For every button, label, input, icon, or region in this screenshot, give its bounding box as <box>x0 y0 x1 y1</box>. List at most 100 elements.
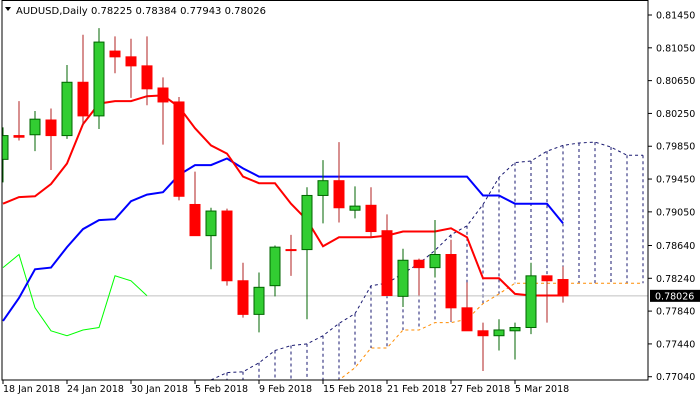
price-tick-label: 0.77840 <box>656 307 695 318</box>
bullish-candle-body <box>301 194 313 251</box>
price-tick-label: 0.79050 <box>656 207 695 218</box>
time-axis[interactable]: 18 Jan 2018 24 Jan 2018 30 Jan 2018 5 Feb 2… <box>2 380 569 395</box>
candle <box>2 127 9 183</box>
bearish-candle-body <box>445 254 457 309</box>
candle <box>253 272 265 333</box>
candle <box>237 262 249 318</box>
tenkan-sen-line <box>2 94 563 297</box>
price-tick-label: 0.79850 <box>656 142 695 153</box>
date-tick-label: 18 Jan 2018 <box>3 384 60 395</box>
candle <box>61 65 73 139</box>
candle <box>269 245 281 297</box>
bearish-candle-body <box>413 259 425 269</box>
date-tick-label: 21 Feb 2018 <box>387 384 446 395</box>
bearish-candle-body <box>237 280 249 315</box>
candle <box>317 160 329 224</box>
bullish-candle-body <box>29 118 41 136</box>
ichimoku-cloud <box>226 142 644 380</box>
triangle-down-icon[interactable] <box>5 7 11 11</box>
price-tick-label: 0.81450 <box>656 11 695 22</box>
bearish-candle-body <box>557 279 569 297</box>
price-tick-label: 0.80250 <box>656 109 695 120</box>
candle <box>93 28 105 130</box>
chart-header: AUDUSD,Daily 0.78225 0.78384 0.77943 0.7… <box>5 6 266 17</box>
candle <box>141 36 153 106</box>
candle <box>301 187 313 320</box>
bearish-candle-body <box>285 249 297 252</box>
candle <box>461 282 473 332</box>
current-price-label: 0.78026 <box>655 291 694 302</box>
bullish-candle-body <box>509 327 521 332</box>
senkou-span-navy-line <box>210 141 643 380</box>
candle <box>541 275 553 323</box>
bullish-candle-body <box>61 81 73 137</box>
candle <box>525 262 537 335</box>
candle <box>381 214 393 297</box>
bearish-candle-body <box>125 56 137 67</box>
bearish-candle-body <box>109 50 121 58</box>
bearish-candle-body <box>221 210 233 282</box>
candle <box>445 239 457 321</box>
bearish-candle-body <box>333 180 345 209</box>
bearish-candle-body <box>189 203 201 237</box>
bullish-candle-body <box>429 254 441 269</box>
bullish-candle-body <box>525 275 537 329</box>
date-tick-label: 15 Feb 2018 <box>323 384 382 395</box>
candle <box>109 36 121 74</box>
kijun-sen-line <box>2 157 564 322</box>
price-tick-label: 0.78640 <box>656 241 695 252</box>
price-tick-label: 0.77440 <box>656 339 695 350</box>
bullish-candle-body <box>93 41 105 117</box>
candle <box>205 207 217 270</box>
bearish-candle-body <box>13 135 25 138</box>
ohlc-label: 0.78225 0.78384 0.77943 0.78026 <box>91 6 266 17</box>
bearish-candle-body <box>157 87 169 103</box>
date-tick-label: 27 Feb 2018 <box>451 384 510 395</box>
date-tick-label: 24 Jan 2018 <box>67 384 124 395</box>
senkou-span-orange-line <box>211 282 643 380</box>
bullish-candle-body <box>317 180 329 196</box>
candle <box>157 77 169 145</box>
candle <box>221 208 233 286</box>
bearish-candle-body <box>77 81 89 117</box>
price-tick-label: 0.81050 <box>656 43 695 54</box>
candle <box>397 248 409 308</box>
candle <box>349 186 361 219</box>
candle <box>285 234 297 276</box>
chikou-span-line <box>2 253 148 337</box>
bullish-candle-body <box>253 286 265 315</box>
candle <box>509 322 521 360</box>
candle <box>45 108 57 171</box>
bullish-candle-body <box>269 246 281 287</box>
candle <box>365 187 377 238</box>
symbol-label: AUDUSD,Daily <box>16 6 88 17</box>
price-axis[interactable]: 0.81450 0.81050 0.80650 0.80250 0.79850 0.794… <box>648 11 700 384</box>
candle <box>333 142 345 223</box>
date-tick-label: 5 Mar 2018 <box>515 384 569 395</box>
bullish-candle-body <box>205 210 217 237</box>
candle <box>493 319 505 351</box>
bearish-candle-body <box>381 230 393 297</box>
plot-frame <box>1 0 649 381</box>
bearish-candle-body <box>365 204 377 233</box>
candle <box>413 258 425 296</box>
bearish-candle-body <box>173 101 185 197</box>
candle <box>29 110 41 152</box>
bullish-candle-body <box>2 135 9 160</box>
candle <box>125 38 137 98</box>
price-tick-label: 0.79450 <box>656 175 695 186</box>
bullish-candle-body <box>397 259 409 297</box>
bearish-candle-body <box>141 65 153 90</box>
price-tick-label: 0.80650 <box>656 76 695 87</box>
date-tick-label: 30 Jan 2018 <box>131 384 188 395</box>
candle <box>77 34 89 125</box>
candle <box>13 101 25 141</box>
bearish-candle-body <box>541 275 553 282</box>
bearish-candle-body <box>45 119 57 137</box>
candle <box>557 266 569 303</box>
price-tick-label: 0.77040 <box>656 372 695 383</box>
candle <box>189 171 201 237</box>
bullish-candle-body <box>493 329 505 337</box>
candle <box>429 220 441 278</box>
